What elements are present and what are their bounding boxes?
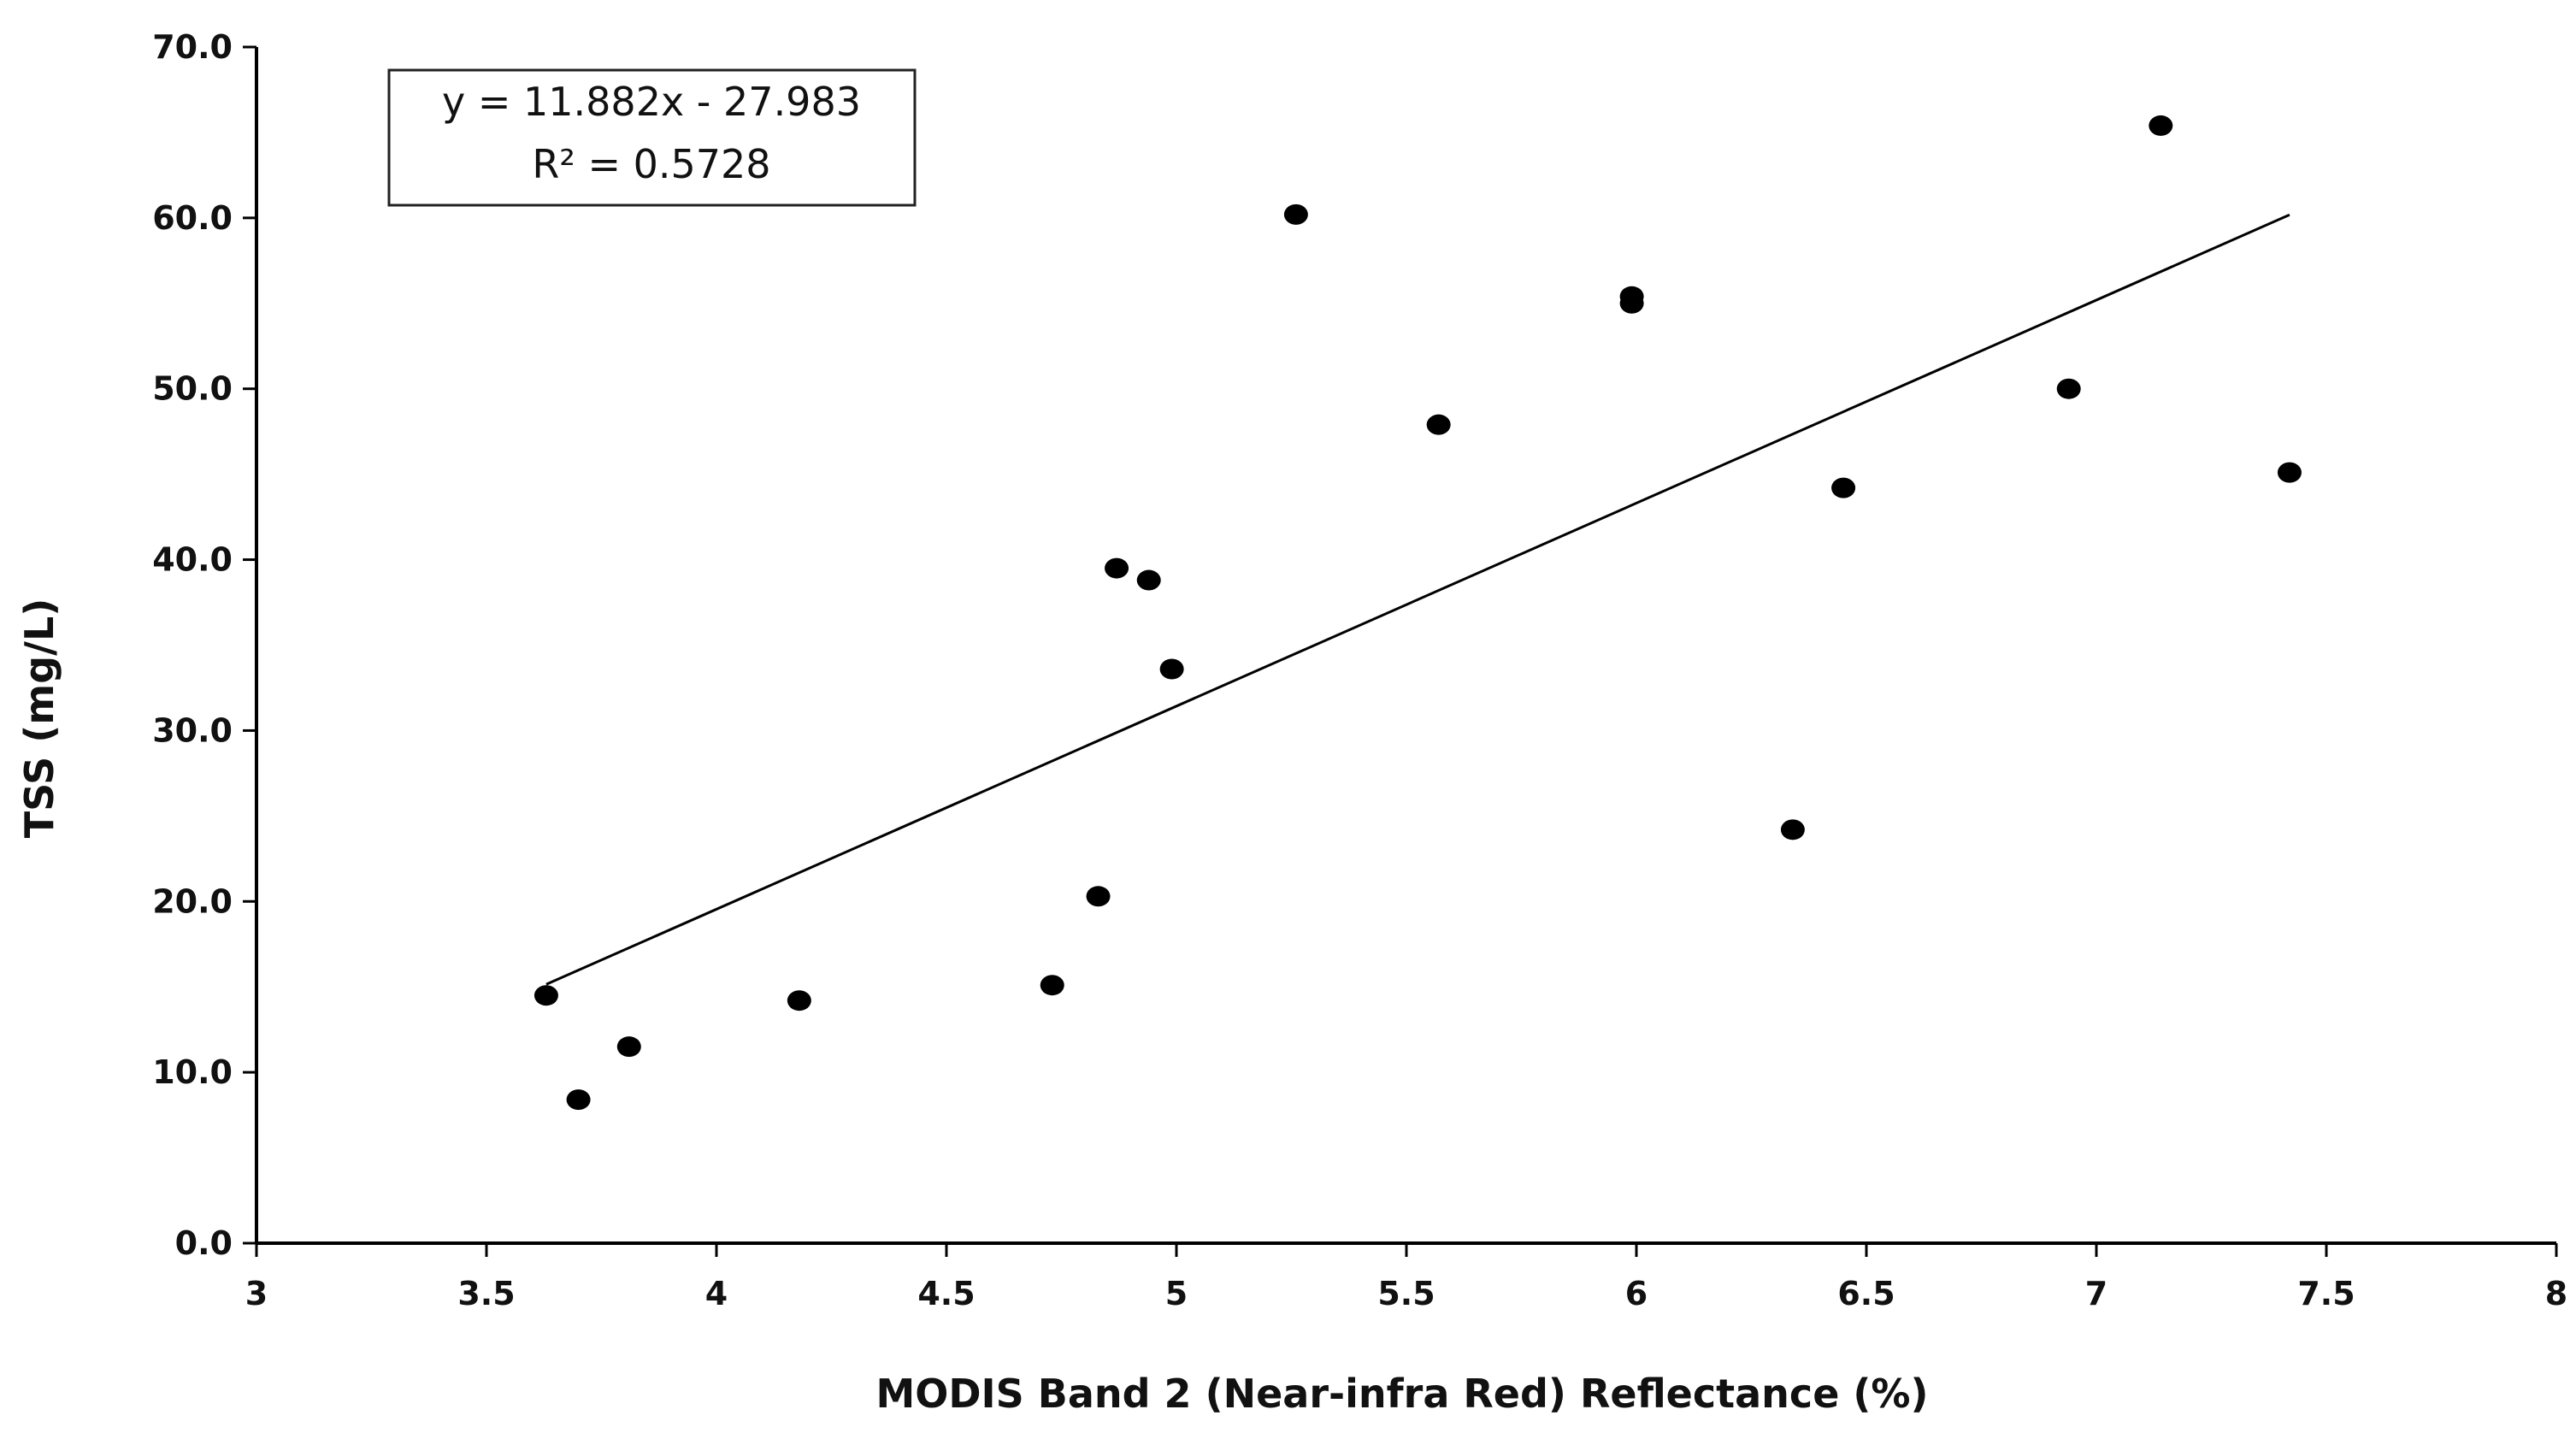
data-point: [1283, 203, 1308, 225]
x-tick-label: 6.5: [1837, 1275, 1895, 1312]
data-point: [2056, 378, 2081, 399]
data-point: [1136, 569, 1161, 591]
data-point: [1426, 414, 1451, 435]
x-tick-label: 8: [2545, 1275, 2567, 1312]
data-point: [566, 1089, 591, 1111]
y-tick-label: 40.0: [152, 541, 233, 579]
data-point: [787, 990, 811, 1011]
y-tick-label: 50.0: [152, 370, 233, 408]
data-points: [533, 115, 2302, 1111]
data-point: [2149, 115, 2173, 136]
y-axis-title: TSS (mg/L): [16, 599, 62, 839]
plot-area: [243, 45, 2558, 1257]
trendline-equation: y = 11.882x - 27.983: [442, 79, 861, 125]
data-point: [1831, 477, 1856, 498]
x-tick-label: 4.5: [917, 1275, 975, 1312]
x-tick-label: 5: [1165, 1275, 1188, 1312]
x-tick-label: 3.5: [457, 1275, 515, 1312]
r-squared-label: R² = 0.5728: [532, 141, 770, 187]
data-point: [533, 985, 558, 1006]
data-point: [1159, 658, 1184, 680]
data-point: [2277, 462, 2302, 483]
tick-labels: 0.0 10.0 20.0 30.0 40.0 50.0 60.0 70.0 3 3.5 4 4.5 5…: [152, 28, 2567, 1312]
data-point: [1619, 292, 1644, 314]
data-point: [1086, 886, 1111, 907]
x-tick-label: 7.5: [2297, 1275, 2355, 1312]
y-tick-label: 70.0: [152, 28, 233, 66]
x-axis-title: MODIS Band 2 (Near-infra Red) Reflectanc…: [875, 1371, 1928, 1417]
y-tick-label: 20.0: [152, 882, 233, 920]
x-tick-label: 5.5: [1377, 1275, 1435, 1312]
x-tick-label: 7: [2085, 1275, 2107, 1312]
x-tick-label: 3: [245, 1275, 268, 1312]
y-tick-label: 60.0: [152, 199, 233, 237]
x-tick-label: 4: [705, 1275, 728, 1312]
data-point: [1040, 975, 1064, 996]
equation-box-frame: [387, 68, 917, 207]
equation-box: y = 11.882x - 27.983 R² = 0.5728: [387, 68, 917, 207]
y-tick-label: 10.0: [152, 1053, 233, 1091]
data-point: [1105, 557, 1129, 579]
y-tick-label: 30.0: [152, 711, 233, 749]
trendline: [545, 213, 2290, 986]
data-point: [616, 1036, 641, 1058]
x-tick-label: 6: [1625, 1275, 1648, 1312]
y-tick-label: 0.0: [175, 1224, 233, 1262]
data-point: [1780, 819, 1805, 840]
